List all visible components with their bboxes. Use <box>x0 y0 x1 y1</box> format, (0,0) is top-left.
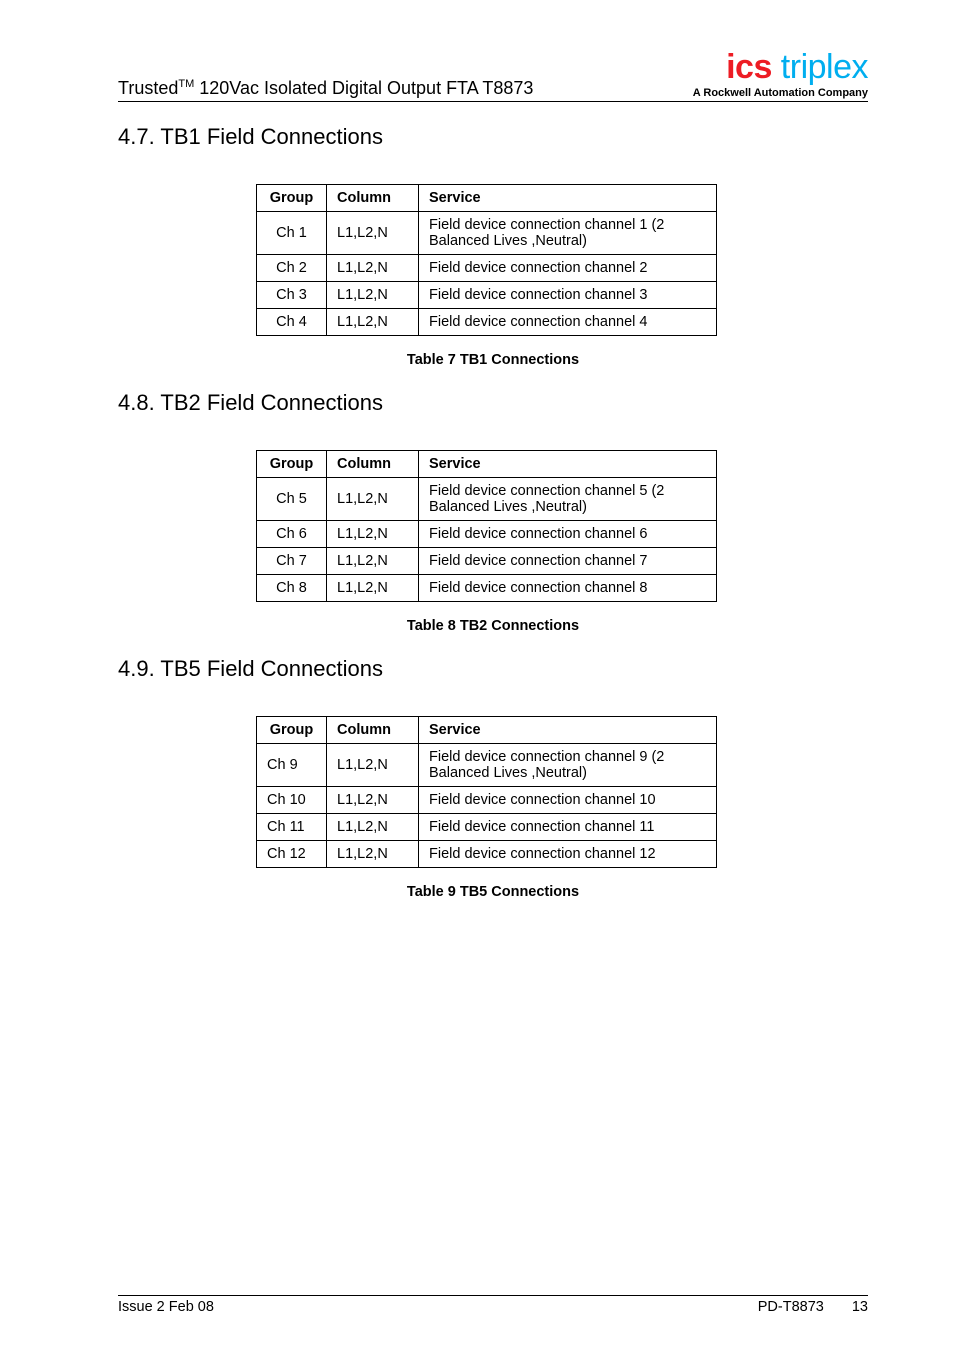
cell-column: L1,L2,N <box>327 814 419 841</box>
cell-group: Ch 7 <box>257 548 327 575</box>
connections-table: GroupColumnServiceCh 5L1,L2,NField devic… <box>256 450 717 602</box>
cell-column: L1,L2,N <box>327 787 419 814</box>
column-header-service: Service <box>419 717 717 744</box>
cell-column: L1,L2,N <box>327 744 419 787</box>
column-header-service: Service <box>419 185 717 212</box>
cell-group: Ch 12 <box>257 841 327 868</box>
cell-service: Field device connection channel 9 (2 Bal… <box>419 744 717 787</box>
product-line: Trusted <box>118 78 178 98</box>
table-caption: Table 8 TB2 Connections <box>118 618 868 634</box>
column-header-column: Column <box>327 451 419 478</box>
cell-service: Field device connection channel 4 <box>419 309 717 336</box>
table-row: Ch 6L1,L2,NField device connection chann… <box>257 521 717 548</box>
cell-service: Field device connection channel 10 <box>419 787 717 814</box>
page-header: TrustedTM 120Vac Isolated Digital Output… <box>118 50 868 102</box>
cell-group: Ch 8 <box>257 575 327 602</box>
cell-service: Field device connection channel 8 <box>419 575 717 602</box>
footer-doc-id: PD-T8873 <box>758 1299 824 1315</box>
product-description: 120Vac Isolated Digital Output FTA T8873 <box>194 78 533 98</box>
logo-sub-company: Rockwell Automation <box>703 87 814 99</box>
document-page: TrustedTM 120Vac Isolated Digital Output… <box>0 0 954 1351</box>
logo-wordmark: ics triplex <box>693 50 868 86</box>
cell-column: L1,L2,N <box>327 282 419 309</box>
cell-service: Field device connection channel 5 (2 Bal… <box>419 478 717 521</box>
cell-column: L1,L2,N <box>327 841 419 868</box>
section-heading: 4.8. TB2 Field Connections <box>118 390 868 416</box>
table-wrapper: GroupColumnServiceCh 1L1,L2,NField devic… <box>256 184 868 336</box>
table-row: Ch 3L1,L2,NField device connection chann… <box>257 282 717 309</box>
table-row: Ch 10L1,L2,NField device connection chan… <box>257 787 717 814</box>
table-header-row: GroupColumnService <box>257 185 717 212</box>
section-heading: 4.7. TB1 Field Connections <box>118 124 868 150</box>
column-header-group: Group <box>257 185 327 212</box>
cell-service: Field device connection channel 2 <box>419 255 717 282</box>
cell-column: L1,L2,N <box>327 575 419 602</box>
header-product-title: TrustedTM 120Vac Isolated Digital Output… <box>118 78 533 99</box>
table-caption: Table 9 TB5 Connections <box>118 884 868 900</box>
table-row: Ch 11L1,L2,NField device connection chan… <box>257 814 717 841</box>
page-footer: Issue 2 Feb 08 PD-T8873 13 <box>118 1295 868 1315</box>
trademark-symbol: TM <box>178 78 194 90</box>
cell-column: L1,L2,N <box>327 212 419 255</box>
logo-sub-prefix: A <box>693 87 704 99</box>
table-header-row: GroupColumnService <box>257 451 717 478</box>
column-header-column: Column <box>327 185 419 212</box>
cell-service: Field device connection channel 1 (2 Bal… <box>419 212 717 255</box>
cell-group: Ch 2 <box>257 255 327 282</box>
cell-group: Ch 9 <box>257 744 327 787</box>
logo-subtitle: A Rockwell Automation Company <box>693 88 868 100</box>
cell-group: Ch 6 <box>257 521 327 548</box>
table-caption: Table 7 TB1 Connections <box>118 352 868 368</box>
cell-group: Ch 4 <box>257 309 327 336</box>
table-row: Ch 5L1,L2,NField device connection chann… <box>257 478 717 521</box>
table-wrapper: GroupColumnServiceCh 5L1,L2,NField devic… <box>256 450 868 602</box>
table-row: Ch 9L1,L2,NField device connection chann… <box>257 744 717 787</box>
table-wrapper: GroupColumnServiceCh 9L1,L2,NField devic… <box>256 716 868 868</box>
cell-service: Field device connection channel 7 <box>419 548 717 575</box>
table-row: Ch 7L1,L2,NField device connection chann… <box>257 548 717 575</box>
connections-table: GroupColumnServiceCh 9L1,L2,NField devic… <box>256 716 717 868</box>
logo-triplex-text: triplex <box>772 48 868 86</box>
cell-group: Ch 10 <box>257 787 327 814</box>
cell-group: Ch 11 <box>257 814 327 841</box>
connections-table: GroupColumnServiceCh 1L1,L2,NField devic… <box>256 184 717 336</box>
cell-service: Field device connection channel 11 <box>419 814 717 841</box>
footer-page-number: 13 <box>852 1299 868 1315</box>
column-header-service: Service <box>419 451 717 478</box>
cell-group: Ch 1 <box>257 212 327 255</box>
footer-issue: Issue 2 Feb 08 <box>118 1299 214 1315</box>
cell-column: L1,L2,N <box>327 255 419 282</box>
cell-service: Field device connection channel 3 <box>419 282 717 309</box>
table-row: Ch 4L1,L2,NField device connection chann… <box>257 309 717 336</box>
cell-column: L1,L2,N <box>327 478 419 521</box>
footer-right-group: PD-T8873 13 <box>758 1299 868 1315</box>
table-row: Ch 2L1,L2,NField device connection chann… <box>257 255 717 282</box>
table-row: Ch 12L1,L2,NField device connection chan… <box>257 841 717 868</box>
cell-column: L1,L2,N <box>327 521 419 548</box>
table-row: Ch 1L1,L2,NField device connection chann… <box>257 212 717 255</box>
section-heading: 4.9. TB5 Field Connections <box>118 656 868 682</box>
column-header-column: Column <box>327 717 419 744</box>
logo-sub-suffix: Company <box>815 87 868 99</box>
column-header-group: Group <box>257 717 327 744</box>
cell-service: Field device connection channel 12 <box>419 841 717 868</box>
logo-ics-text: ics <box>726 48 772 86</box>
sections-container: 4.7. TB1 Field ConnectionsGroupColumnSer… <box>118 124 868 900</box>
cell-group: Ch 5 <box>257 478 327 521</box>
cell-service: Field device connection channel 6 <box>419 521 717 548</box>
company-logo: ics triplex A Rockwell Automation Compan… <box>693 50 868 99</box>
table-row: Ch 8L1,L2,NField device connection chann… <box>257 575 717 602</box>
column-header-group: Group <box>257 451 327 478</box>
cell-group: Ch 3 <box>257 282 327 309</box>
cell-column: L1,L2,N <box>327 548 419 575</box>
table-header-row: GroupColumnService <box>257 717 717 744</box>
cell-column: L1,L2,N <box>327 309 419 336</box>
